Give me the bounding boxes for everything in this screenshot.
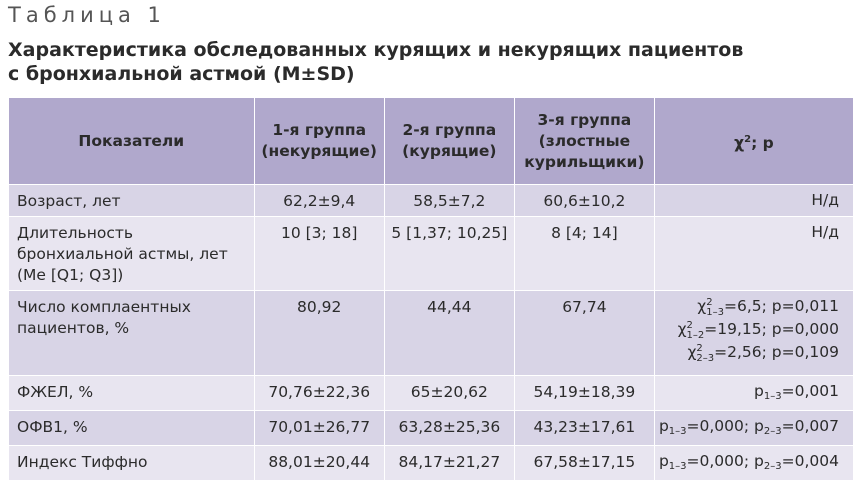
stat-line: χ 2 1–3 =6,5; p=0,011	[659, 295, 839, 318]
stat-sub: 1–3	[706, 307, 724, 318]
header-group-2-line-2: (курящие)	[402, 142, 497, 160]
row-group-1-value: 80,92	[253, 290, 385, 376]
header-group-1-line-1: 1-я группа	[272, 121, 367, 139]
row-stat-value: p1–3=0,001	[653, 375, 855, 411]
row-group-3-value: 67,58±17,15	[513, 445, 655, 481]
table-row: ФЖЕЛ, % 70,76±22,36 65±20,62 54,19±18,39 p1–…	[8, 375, 855, 411]
stat-text: =0,001	[781, 382, 839, 400]
stat-sub: 1–3	[763, 391, 782, 402]
header-group-3-line-2: (злостные	[538, 131, 631, 150]
stat-sub: 1–2	[686, 330, 705, 341]
stat-text: =6,5; p=0,011	[724, 297, 839, 315]
stat-text: =0,004	[781, 452, 839, 470]
row-group-3-value: 54,19±18,39	[513, 375, 655, 411]
row-stat-value: χ 2 1–3 =6,5; p=0,011 χ 2 1–2 =19,15; p=0,000 χ 2…	[653, 290, 855, 376]
header-chi-p-text: χ2; р	[734, 134, 774, 152]
header-group-3: 3-я группа (злостные курильщики)	[513, 97, 655, 185]
table-header-row: Показатели 1-я группа (некурящие) 2-я гр…	[8, 97, 855, 185]
row-group-2-value: 65±20,62	[383, 375, 515, 411]
stat-line: p1–3=0,000; p2–3=0,007	[659, 415, 839, 443]
stat-sub: 2–3	[696, 353, 715, 364]
stat-text: =0,000; p	[686, 452, 764, 470]
row-group-2-value: 63,28±25,36	[383, 410, 515, 446]
stat-line: χ 2 2–3 =2,56; p=0,109	[659, 341, 839, 364]
header-chi-p: χ2; р	[653, 97, 855, 185]
table-row: Длительность бронхиальной астмы, лет (Me…	[8, 216, 855, 291]
header-group-2: 2-я группа (курящие)	[383, 97, 515, 185]
stat-sup: 2	[706, 297, 713, 308]
stat-index: 2 2–3	[696, 344, 714, 364]
header-group-1-line-2: (некурящие)	[261, 142, 377, 160]
header-group-2-line-1: 2-я группа	[402, 121, 497, 139]
stat-index: 2 1–3	[706, 298, 724, 318]
header-chi-symbol: χ	[734, 133, 745, 152]
stat-sub: 2–3	[763, 461, 782, 472]
row-group-3-value: 67,74	[513, 290, 655, 376]
row-group-3-value: 8 [4; 14]	[513, 216, 655, 291]
stat-text: Н/д	[811, 223, 839, 241]
stat-text: χ	[677, 320, 687, 338]
stat-line: χ 2 1–2 =19,15; p=0,000	[659, 318, 839, 341]
table-title: Характеристика обследованных курящих и н…	[8, 38, 848, 86]
patient-characteristics-table: Показатели 1-я группа (некурящие) 2-я гр…	[8, 97, 855, 481]
header-chi-sup: 2	[744, 133, 752, 145]
stat-text: χ	[687, 343, 697, 361]
stat-sup: 2	[696, 343, 703, 354]
header-param: Показатели	[8, 97, 255, 185]
row-group-2-value: 84,17±21,27	[383, 445, 515, 481]
row-label: ОФВ1, %	[8, 410, 255, 446]
stat-text: =0,000; p	[686, 417, 764, 435]
stat-text: =2,56; p=0,109	[714, 343, 839, 361]
row-group-1-value: 70,76±22,36	[253, 375, 385, 411]
table-title-line-2: с бронхиальной астмой (M±SD)	[8, 63, 355, 85]
stat-sub: 2–3	[763, 426, 782, 437]
stat-sup: 2	[686, 320, 693, 331]
row-label: Возраст, лет	[8, 184, 255, 217]
stat-sub: 1–3	[668, 461, 687, 472]
row-stat-value: Н/д	[653, 184, 855, 217]
row-group-2-value: 44,44	[383, 290, 515, 376]
row-stat-value: p1–3=0,000; p2–3=0,007	[653, 410, 855, 446]
stat-text: =19,15; p=0,000	[704, 320, 839, 338]
row-stat-value: p1–3=0,000; p2–3=0,004	[653, 445, 855, 481]
stat-text: p	[754, 382, 764, 400]
row-group-2-value: 5 [1,37; 10,25]	[383, 216, 515, 291]
table-row: ОФВ1, % 70,01±26,77 63,28±25,36 43,23±17,61…	[8, 410, 855, 446]
header-chi-rest: ; р	[751, 133, 774, 152]
table-title-line-1: Характеристика обследованных курящих и н…	[8, 39, 744, 61]
table-row: Возраст, лет 62,2±9,4 58,5±7,2 60,6±10,2 Н/д	[8, 184, 855, 217]
row-label: Индекс Тиффно	[8, 445, 255, 481]
row-group-1-value: 10 [3; 18]	[253, 216, 385, 291]
stat-text: χ	[697, 297, 707, 315]
row-label: Число комплаентных пациентов, %	[8, 290, 255, 376]
stat-sub: 1–3	[668, 426, 687, 437]
header-group-1: 1-я группа (некурящие)	[253, 97, 385, 185]
stat-index: 2 1–2	[687, 321, 705, 341]
row-stat-value: Н/д	[653, 216, 855, 291]
row-group-2-value: 58,5±7,2	[383, 184, 515, 217]
row-group-1-value: 88,01±20,44	[253, 445, 385, 481]
table-number-label: Таблица 1	[8, 3, 166, 27]
row-label: ФЖЕЛ, %	[8, 375, 255, 411]
stat-line: Н/д	[659, 189, 839, 211]
stat-text: =0,007	[781, 417, 839, 435]
row-group-1-value: 62,2±9,4	[253, 184, 385, 217]
stat-line: p1–3=0,000; p2–3=0,004	[659, 450, 839, 478]
stat-text: p	[658, 452, 669, 470]
stat-line: p1–3=0,001	[659, 380, 839, 408]
header-group-3-line-1: 3-я группа	[537, 110, 632, 129]
table-row: Число комплаентных пациентов, % 80,92 44,4…	[8, 290, 855, 376]
stat-text: Н/д	[811, 191, 839, 209]
table-row: Индекс Тиффно 88,01±20,44 84,17±21,27 67,58…	[8, 445, 855, 481]
stat-text: p	[658, 417, 669, 435]
row-label: Длительность бронхиальной астмы, лет (Me…	[8, 216, 255, 291]
stat-line: Н/д	[659, 221, 839, 243]
table-body: Возраст, лет 62,2±9,4 58,5±7,2 60,6±10,2 Н/д…	[8, 184, 855, 481]
row-group-3-value: 43,23±17,61	[513, 410, 655, 446]
row-group-1-value: 70,01±26,77	[253, 410, 385, 446]
header-group-3-line-3: курильщики)	[524, 152, 645, 171]
row-group-3-value: 60,6±10,2	[513, 184, 655, 217]
